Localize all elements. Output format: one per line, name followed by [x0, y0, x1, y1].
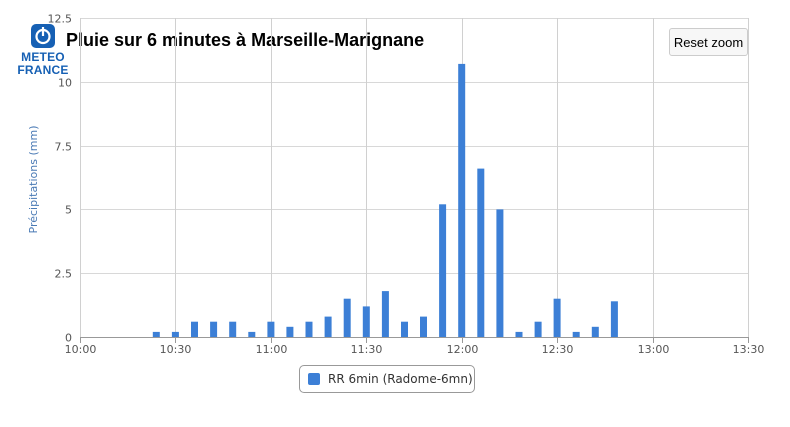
meteo-france-logo: METEO FRANCE: [14, 24, 72, 78]
legend-label: RR 6min (Radome-6mn): [328, 372, 473, 386]
y-tick-label: 10: [58, 77, 72, 90]
bar[interactable]: [496, 209, 504, 337]
bar[interactable]: [401, 321, 408, 337]
y-tick-label: 5: [65, 204, 72, 217]
bar[interactable]: [229, 321, 237, 337]
chart-title: Pluie sur 6 minutes à Marseille-Marignan…: [66, 30, 425, 50]
meteo-france-logo-icon: [31, 24, 55, 48]
y-tick-label: 0: [65, 332, 72, 345]
bar[interactable]: [591, 326, 599, 337]
reset-zoom-button[interactable]: Reset zoom: [669, 28, 748, 56]
bar[interactable]: [210, 321, 218, 337]
x-tick-label: 12:00: [447, 343, 479, 356]
bar[interactable]: [191, 321, 198, 337]
bar[interactable]: [553, 298, 561, 337]
logo-text-france: FRANCE: [17, 63, 69, 77]
bar[interactable]: [248, 331, 256, 337]
x-tick-label: 10:00: [65, 343, 97, 356]
bar[interactable]: [610, 301, 618, 337]
legend-swatch: [308, 373, 320, 385]
bar[interactable]: [362, 306, 370, 337]
x-tick-label: 11:00: [256, 343, 288, 356]
bar[interactable]: [381, 291, 389, 337]
bar[interactable]: [534, 321, 542, 337]
bar[interactable]: [305, 321, 313, 337]
bar[interactable]: [343, 298, 351, 337]
logo-text-meteo: METEO: [21, 50, 65, 64]
bar[interactable]: [439, 204, 447, 337]
y-tick-label: 12.5: [48, 13, 73, 26]
x-tick-label: 10:30: [160, 343, 192, 356]
bar[interactable]: [171, 331, 179, 337]
y-tick-label: 7.5: [55, 141, 73, 154]
x-tick-label: 13:30: [733, 343, 765, 356]
bar[interactable]: [286, 326, 294, 337]
y-axis-title: Précipitations (mm): [27, 126, 40, 234]
bar[interactable]: [267, 321, 275, 337]
legend[interactable]: RR 6min (Radome-6mn): [299, 365, 475, 393]
bar[interactable]: [477, 168, 485, 337]
bar[interactable]: [515, 331, 523, 337]
y-tick-label: 2.5: [55, 268, 73, 281]
bar[interactable]: [572, 331, 580, 337]
bar[interactable]: [458, 63, 466, 338]
bar[interactable]: [324, 316, 332, 337]
x-tick-label: 12:30: [542, 343, 574, 356]
x-tick-label: 13:00: [638, 343, 670, 356]
x-tick-label: 11:30: [351, 343, 383, 356]
bar[interactable]: [420, 316, 427, 337]
bar[interactable]: [152, 331, 160, 337]
